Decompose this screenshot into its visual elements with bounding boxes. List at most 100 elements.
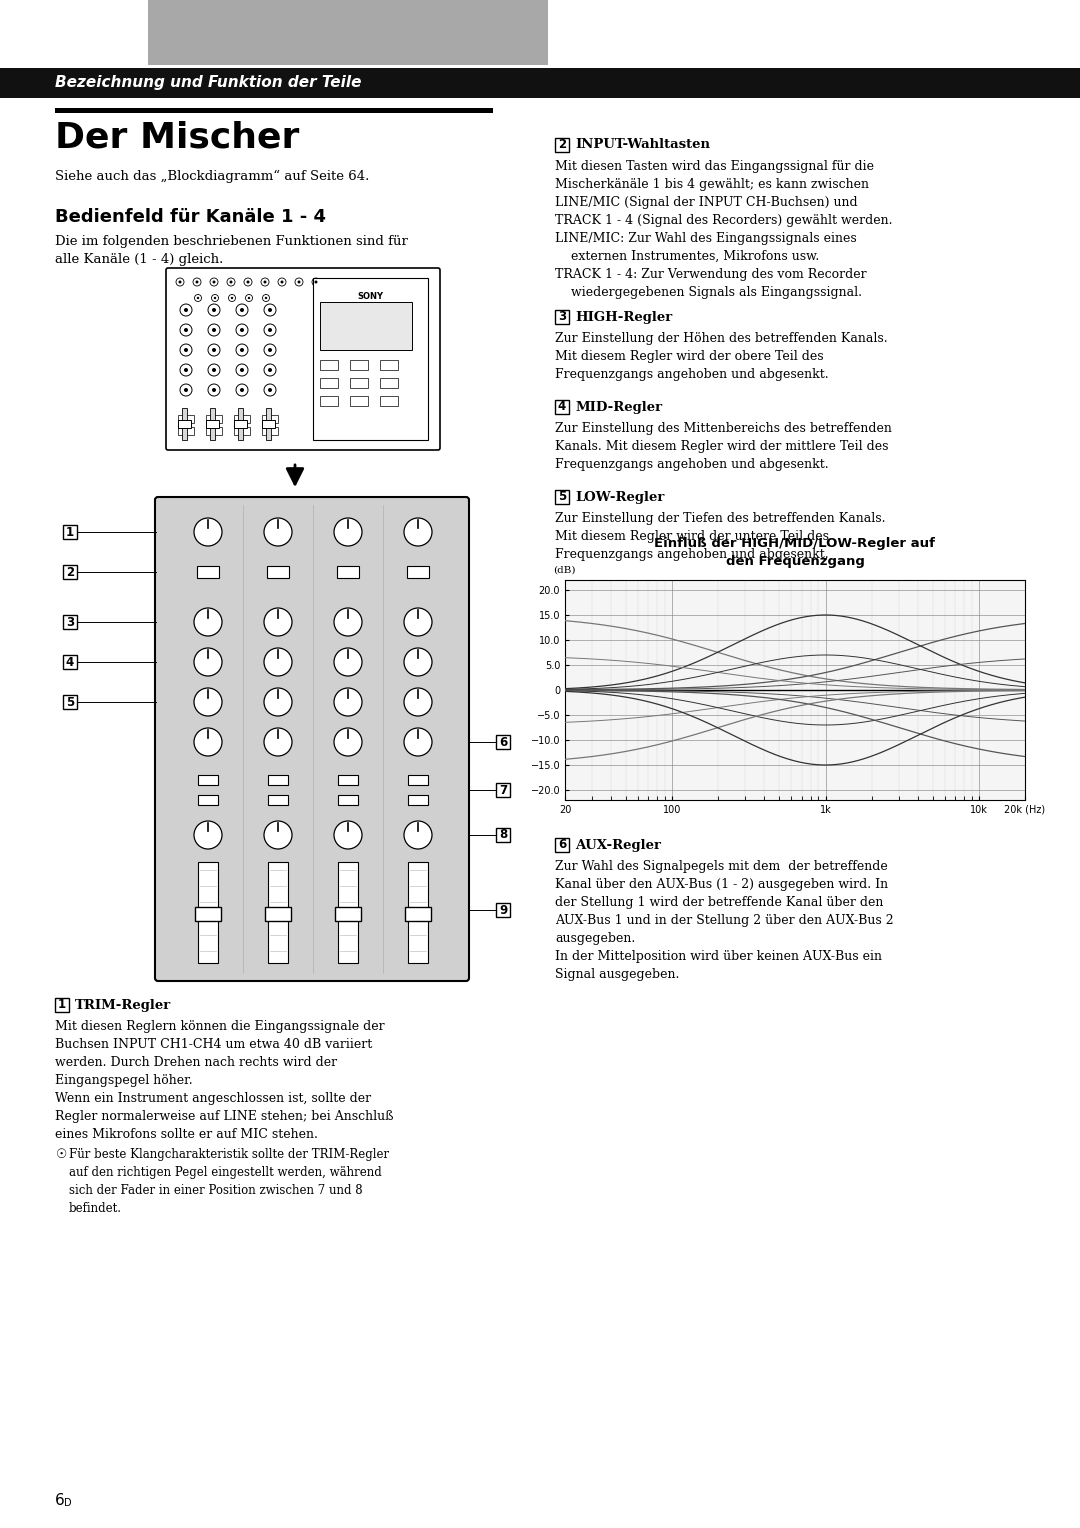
Bar <box>197 565 219 578</box>
Text: 6: 6 <box>558 839 566 851</box>
Bar <box>380 377 399 388</box>
Circle shape <box>334 688 362 717</box>
Circle shape <box>194 608 222 636</box>
Circle shape <box>404 727 432 756</box>
Circle shape <box>208 304 220 316</box>
Circle shape <box>229 281 232 284</box>
Text: SONY: SONY <box>357 292 383 301</box>
Circle shape <box>214 296 216 299</box>
Bar <box>408 862 428 963</box>
Circle shape <box>210 278 218 286</box>
Bar <box>183 408 187 440</box>
Text: 9: 9 <box>499 903 508 917</box>
Circle shape <box>295 278 303 286</box>
Bar <box>555 400 569 414</box>
Text: 2: 2 <box>66 565 75 579</box>
Circle shape <box>404 688 432 717</box>
FancyBboxPatch shape <box>156 497 469 981</box>
Bar <box>320 361 338 370</box>
Circle shape <box>264 324 276 336</box>
Bar <box>63 695 77 709</box>
Bar <box>408 795 428 805</box>
Circle shape <box>180 364 192 376</box>
Text: Siehe auch das „Blockdiagramm“ auf Seite 64.: Siehe auch das „Blockdiagramm“ auf Seite… <box>55 170 369 183</box>
Bar <box>496 828 510 842</box>
Bar <box>206 426 222 435</box>
Circle shape <box>180 324 192 336</box>
Circle shape <box>297 281 300 284</box>
Text: 7: 7 <box>499 784 508 796</box>
Bar <box>320 377 338 388</box>
Bar <box>178 416 194 423</box>
Circle shape <box>278 278 286 286</box>
Circle shape <box>208 324 220 336</box>
Circle shape <box>176 278 184 286</box>
Circle shape <box>264 648 292 675</box>
Circle shape <box>314 281 318 284</box>
Text: Bezeichnung und Funktion der Teile: Bezeichnung und Funktion der Teile <box>55 75 362 90</box>
Text: 6: 6 <box>499 735 508 749</box>
Circle shape <box>312 278 320 286</box>
Bar <box>178 420 191 428</box>
Circle shape <box>261 278 269 286</box>
Bar <box>262 420 275 428</box>
Bar <box>234 426 249 435</box>
Circle shape <box>237 304 248 316</box>
Text: 6: 6 <box>55 1493 65 1508</box>
Circle shape <box>334 518 362 545</box>
Bar <box>338 795 357 805</box>
Bar <box>350 396 368 406</box>
Circle shape <box>262 295 270 301</box>
Circle shape <box>240 368 244 371</box>
Text: 3: 3 <box>558 310 566 324</box>
Bar <box>262 426 278 435</box>
Text: AUX-Regler: AUX-Regler <box>575 839 661 851</box>
Circle shape <box>178 281 181 284</box>
Text: TRIM-Regler: TRIM-Regler <box>75 998 172 1012</box>
Bar <box>320 303 411 350</box>
Circle shape <box>227 278 235 286</box>
Bar <box>265 908 291 921</box>
Bar <box>407 565 429 578</box>
Text: 4: 4 <box>558 400 566 414</box>
Text: Die im folgenden beschriebenen Funktionen sind für
alle Kanäle (1 - 4) gleich.: Die im folgenden beschriebenen Funktione… <box>55 235 408 266</box>
Text: 2: 2 <box>558 139 566 151</box>
Bar <box>63 614 77 630</box>
Circle shape <box>212 295 218 301</box>
Circle shape <box>240 329 244 332</box>
Bar <box>555 490 569 504</box>
Circle shape <box>194 648 222 675</box>
Circle shape <box>265 296 267 299</box>
Text: Bedienfeld für Kanäle 1 - 4: Bedienfeld für Kanäle 1 - 4 <box>55 208 326 226</box>
Circle shape <box>404 648 432 675</box>
Bar <box>198 795 218 805</box>
Text: 1: 1 <box>58 998 66 1012</box>
Circle shape <box>208 344 220 356</box>
Bar <box>496 782 510 798</box>
Text: HIGH-Regler: HIGH-Regler <box>575 310 672 324</box>
Circle shape <box>247 296 251 299</box>
Circle shape <box>197 296 199 299</box>
Circle shape <box>194 518 222 545</box>
Circle shape <box>404 608 432 636</box>
Text: Mit diesen Tasten wird das Eingangssignal für die
Mischerkänäle 1 bis 4 gewählt;: Mit diesen Tasten wird das Eingangssigna… <box>555 160 892 299</box>
Text: INPUT-Wahltasten: INPUT-Wahltasten <box>575 139 710 151</box>
Text: 4: 4 <box>66 656 75 669</box>
Circle shape <box>194 727 222 756</box>
Circle shape <box>268 309 272 312</box>
Circle shape <box>334 821 362 850</box>
Circle shape <box>246 281 249 284</box>
Bar <box>335 908 361 921</box>
Circle shape <box>237 364 248 376</box>
Circle shape <box>240 348 244 351</box>
Bar <box>266 408 271 440</box>
Text: ☉: ☉ <box>56 1148 67 1161</box>
Bar <box>63 565 77 579</box>
Circle shape <box>264 688 292 717</box>
Text: Zur Einstellung des Mittenbereichs des betreffenden
Kanals. Mit diesem Regler wi: Zur Einstellung des Mittenbereichs des b… <box>555 422 892 471</box>
Text: Einfluß der HIGH/MID/LOW-Regler auf: Einfluß der HIGH/MID/LOW-Regler auf <box>654 536 935 550</box>
Bar <box>313 278 428 440</box>
Bar <box>234 420 247 428</box>
Bar <box>350 377 368 388</box>
Circle shape <box>212 388 216 393</box>
